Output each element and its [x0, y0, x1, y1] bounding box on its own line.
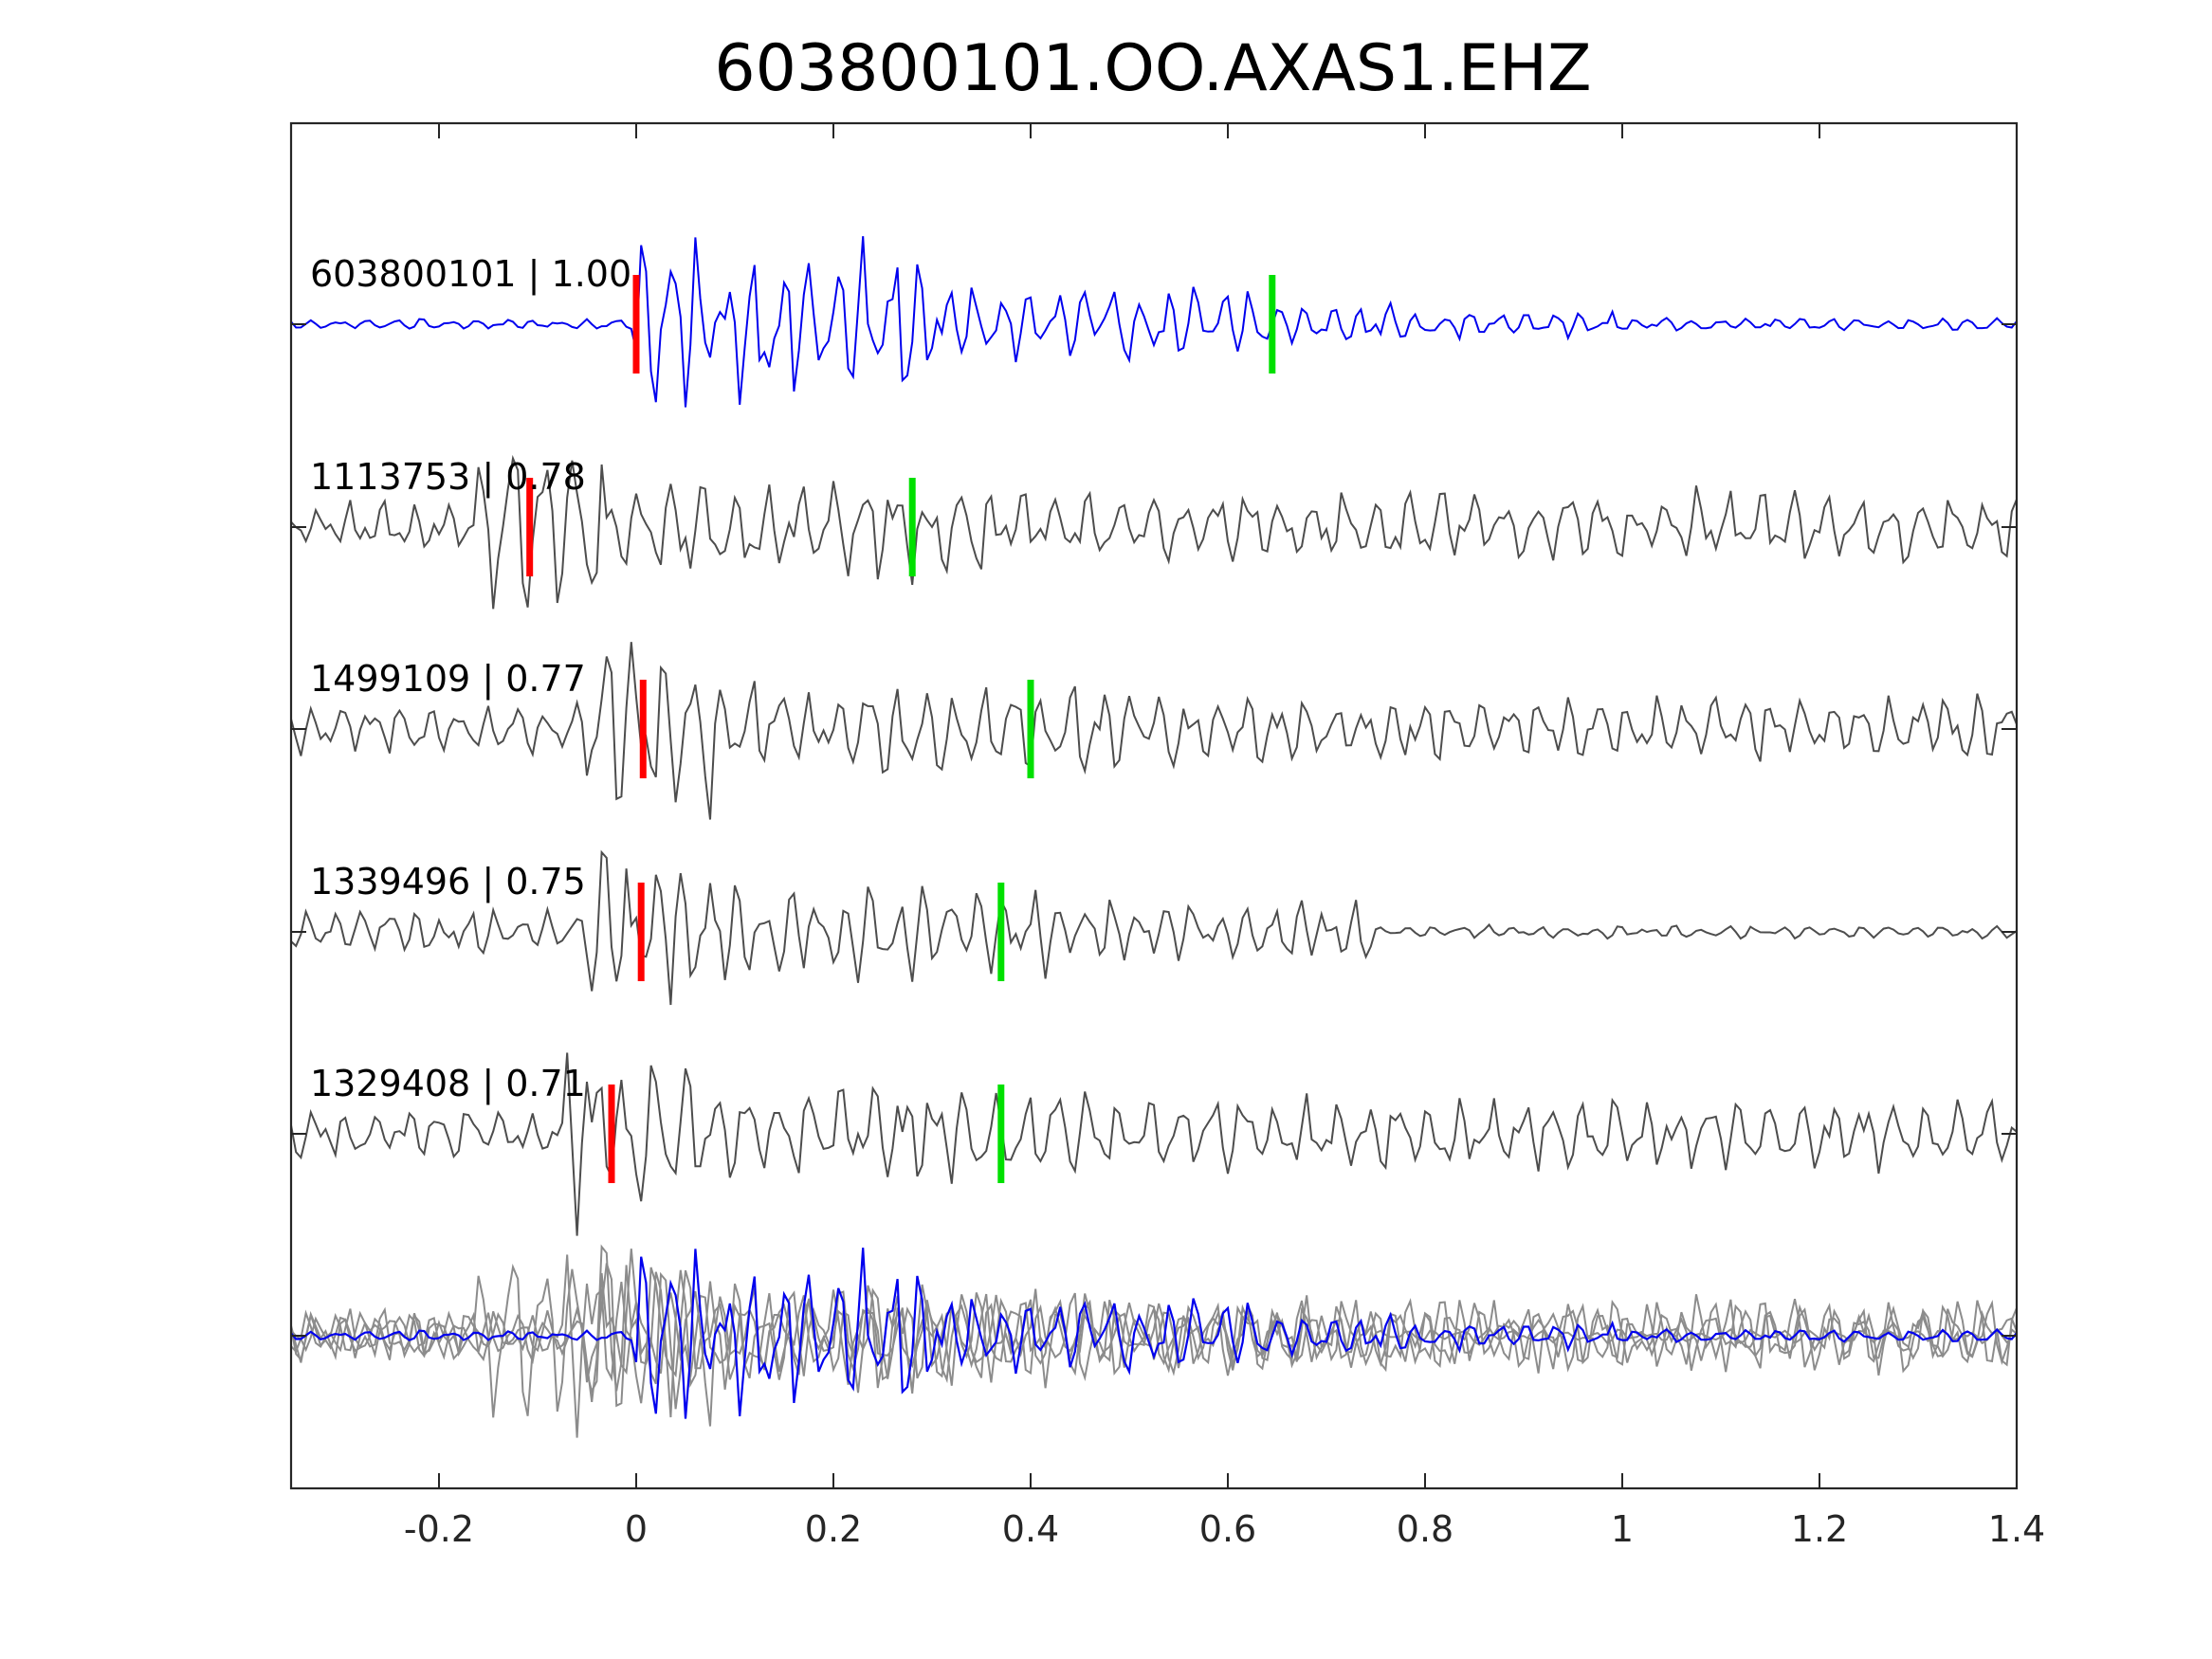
- x-tick-label: 1.4: [1988, 1508, 2045, 1550]
- trace-label-1113753: 1113753 | 0.78: [310, 456, 586, 499]
- overlay-trace-1499109: [290, 1249, 2018, 1427]
- labels-layer: 603800101 | 1.00 1113753 | 0.78 1499109 | …: [310, 253, 631, 1105]
- x-tick-label: 0.2: [805, 1508, 862, 1550]
- trace-label-1329408: 1329408 | 0.71: [310, 1063, 586, 1105]
- overlay-trace-1329408: [290, 1254, 2018, 1438]
- x-tick-label: 0: [625, 1508, 648, 1550]
- picks-layer: [526, 275, 1276, 1183]
- trace-603800101: [290, 236, 2018, 408]
- trace-label-603800101: 603800101 | 1.00: [310, 253, 631, 296]
- traces-layer: [290, 236, 2018, 1438]
- overlay-trace-603800101: [290, 1248, 2018, 1419]
- x-tick-label: -0.2: [404, 1508, 474, 1550]
- chart-title: 603800101.OO.AXAS1.EHZ: [714, 31, 1591, 106]
- trace-1339496: [290, 849, 2018, 1006]
- trace-label-1339496: 1339496 | 0.75: [310, 861, 586, 903]
- x-axis: -0.2 0 0.2 0.4 0.6 0.8 1 1.2 1.4: [291, 123, 2045, 1550]
- plot-frame: [289, 121, 2019, 1490]
- trace-label-1499109: 1499109 | 0.77: [310, 658, 586, 701]
- x-tick-label: 1.2: [1791, 1508, 1848, 1550]
- x-tick-label: 0.4: [1002, 1508, 1059, 1550]
- trace-1113753: [290, 454, 2018, 610]
- x-tick-label: 0.6: [1199, 1508, 1256, 1550]
- overlay-trace-1339496: [290, 1244, 2018, 1418]
- trace-1329408: [290, 1052, 2018, 1236]
- trace-1499109: [290, 642, 2018, 820]
- x-tick-label: 0.8: [1397, 1508, 1453, 1550]
- x-tick-label: 1: [1611, 1508, 1634, 1550]
